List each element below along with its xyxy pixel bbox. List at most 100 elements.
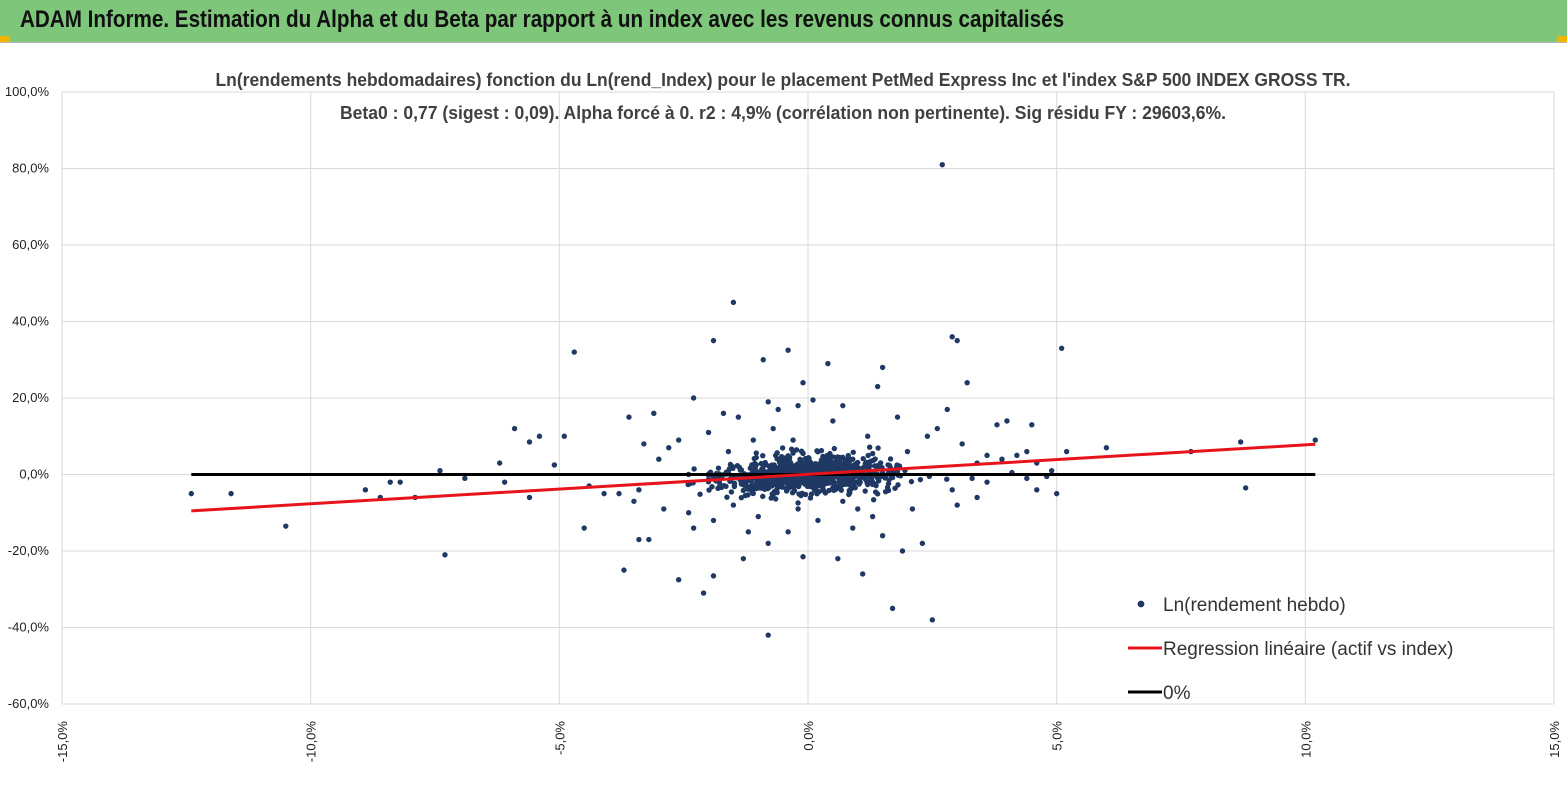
data-point <box>795 506 801 512</box>
data-point <box>781 455 788 461</box>
data-point <box>850 449 856 455</box>
data-point <box>690 525 697 531</box>
data-point <box>818 447 825 454</box>
data-point <box>864 462 871 468</box>
data-point <box>690 395 697 401</box>
data-point <box>886 462 893 469</box>
data-point <box>1034 487 1040 493</box>
data-point <box>795 460 802 467</box>
data-point <box>882 475 888 481</box>
data-point <box>879 533 886 539</box>
data-point <box>774 485 781 491</box>
data-point <box>636 536 642 543</box>
data-point <box>899 548 906 554</box>
data-point <box>944 476 950 482</box>
data-point <box>824 452 830 459</box>
data-point <box>749 482 755 488</box>
data-point <box>846 491 852 498</box>
report-banner: ADAM Informe. Estimation du Alpha et du … <box>0 0 1567 43</box>
data-point <box>790 437 796 443</box>
data-point <box>1004 418 1010 424</box>
data-point <box>745 529 752 535</box>
data-point <box>904 448 911 455</box>
data-point <box>999 456 1005 462</box>
data-point <box>601 490 607 497</box>
data-point <box>808 491 815 497</box>
data-point <box>621 567 627 573</box>
data-point <box>442 552 448 558</box>
data-point <box>1024 475 1030 482</box>
data-point <box>748 478 755 484</box>
data-point <box>812 462 819 468</box>
data-point <box>847 458 853 464</box>
data-point <box>753 462 759 468</box>
x-tick-label: 5,0% <box>1050 721 1065 751</box>
data-point <box>715 465 722 471</box>
data-point <box>437 467 443 474</box>
data-point <box>854 464 860 470</box>
data-point <box>715 485 721 492</box>
data-point <box>745 492 751 498</box>
data-point <box>832 466 838 473</box>
data-point <box>802 460 809 467</box>
data-point <box>1014 452 1020 459</box>
legend-label-points: Ln(rendement hebdo) <box>1163 595 1346 616</box>
data-point <box>785 529 791 535</box>
data-point <box>869 513 876 520</box>
data-point <box>740 487 747 494</box>
data-point <box>740 555 747 562</box>
data-point <box>787 475 794 482</box>
data-point <box>917 476 924 483</box>
data-point <box>846 466 852 472</box>
data-point <box>860 571 866 577</box>
data-point <box>750 490 756 497</box>
data-point <box>929 617 936 623</box>
data-point <box>723 483 729 490</box>
data-point <box>949 334 955 340</box>
data-point <box>855 506 861 512</box>
data-point <box>795 500 801 506</box>
data-point <box>766 484 772 491</box>
data-point <box>755 513 761 520</box>
data-point <box>894 462 900 468</box>
data-point <box>799 490 805 496</box>
data-point <box>842 457 848 464</box>
data-point <box>869 450 876 457</box>
data-point <box>984 452 990 459</box>
data-point <box>830 418 836 424</box>
data-point <box>786 454 793 460</box>
axis-layer: 100,0% 80,0% 60,0% 40,0% 20,0% 0,0% -20,0% -40,… <box>5 84 1562 762</box>
data-point <box>768 495 774 501</box>
data-point <box>756 479 762 485</box>
data-point <box>726 466 733 472</box>
data-point <box>835 461 841 467</box>
data-point <box>526 439 533 445</box>
data-point <box>188 490 195 497</box>
data-point <box>783 466 790 472</box>
scatter-chart: 100,0% 80,0% 60,0% 40,0% 20,0% 0,0% -20,0% -40,… <box>0 43 1567 787</box>
data-point <box>870 497 877 503</box>
data-point <box>760 493 766 500</box>
legend-label-zero: 0% <box>1163 683 1191 704</box>
data-point <box>825 360 831 367</box>
data-point <box>969 475 975 482</box>
data-point <box>739 480 745 486</box>
data-point <box>765 632 771 638</box>
data-point <box>526 494 533 501</box>
legend-marker-points <box>1137 600 1145 608</box>
data-point <box>892 485 898 491</box>
chart-background <box>0 43 1567 787</box>
data-point <box>700 590 707 596</box>
data-point <box>730 502 737 508</box>
data-point <box>801 466 807 472</box>
data-point <box>775 406 781 413</box>
data-point <box>994 422 1000 428</box>
data-point <box>879 364 886 371</box>
data-point <box>934 425 941 432</box>
data-point <box>581 525 587 531</box>
chart-title-line-1: Ln(rendements hebdomadaires) fonction du… <box>216 70 1351 90</box>
data-point <box>954 337 960 344</box>
data-point <box>785 481 791 488</box>
data-point <box>636 487 642 493</box>
data-point <box>747 465 754 471</box>
